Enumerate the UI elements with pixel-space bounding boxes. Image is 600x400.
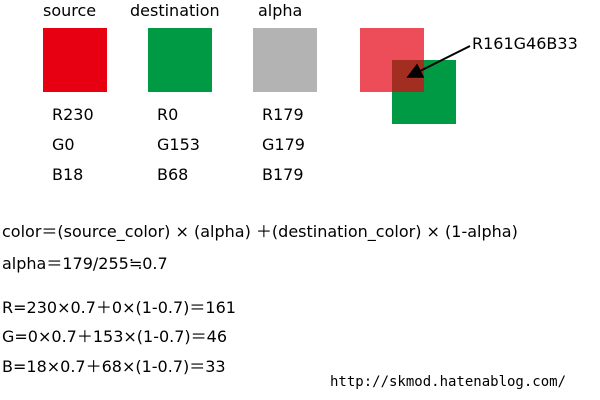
value-r: R0 — [157, 105, 179, 124]
value-r: R179 — [262, 105, 304, 124]
value-g: G179 — [262, 135, 305, 154]
arrow — [406, 45, 471, 78]
alpha-swatch — [253, 28, 317, 92]
destination-swatch — [148, 28, 212, 92]
blend-label: R161G46B33 — [472, 34, 578, 53]
blend-overlap — [392, 60, 424, 92]
formula: alpha＝179/255≒0.7 — [2, 254, 168, 273]
formula: R=230×0.7＋0×(1-0.7)＝161 — [2, 298, 236, 317]
value-g: G0 — [52, 135, 75, 154]
source-swatch — [43, 28, 107, 92]
value-g: G153 — [157, 135, 200, 154]
footer-url: http://skmod.hatenablog.com/ — [330, 374, 567, 390]
swatch-label: destination — [130, 1, 220, 20]
value-b: B179 — [262, 165, 304, 184]
swatch-label: alpha — [258, 1, 303, 20]
formula: G=0×0.7＋153×(1-0.7)＝46 — [2, 327, 228, 346]
swatch-label: source — [43, 1, 97, 20]
value-b: B18 — [52, 165, 84, 184]
value-r: R230 — [52, 105, 94, 124]
formula: B=18×0.7＋68×(1-0.7)＝33 — [2, 357, 226, 376]
formula: color＝(source_color) × (alpha) ＋(destina… — [2, 222, 518, 241]
value-b: B68 — [157, 165, 189, 184]
